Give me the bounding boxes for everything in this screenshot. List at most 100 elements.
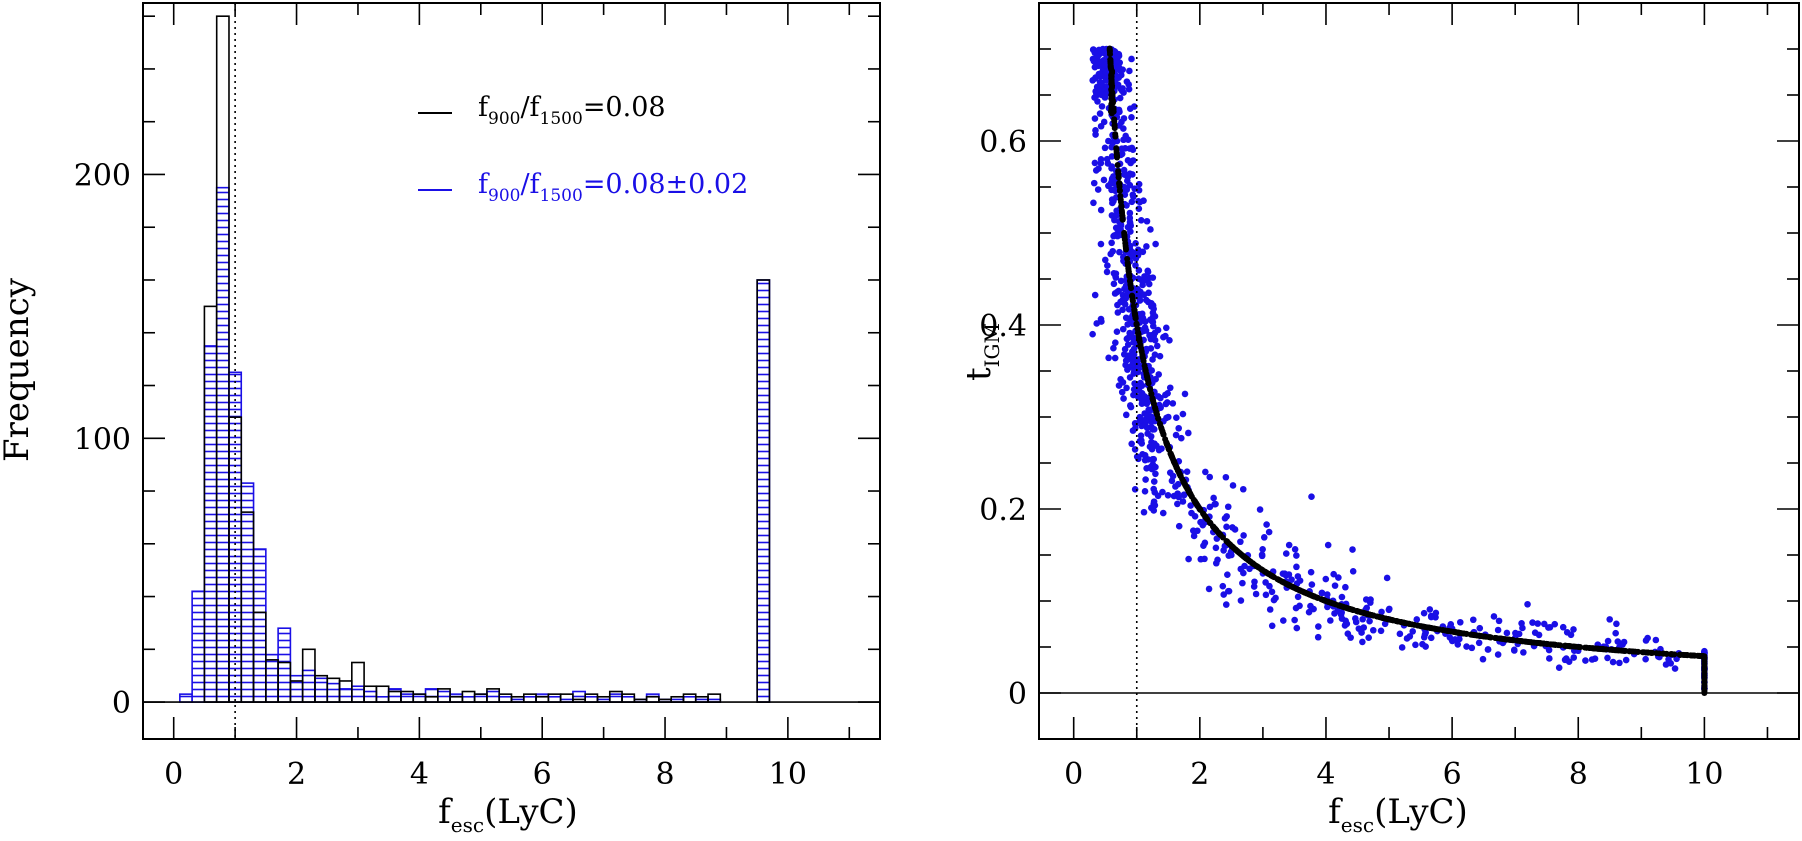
curve-point [1398, 619, 1405, 626]
scatter-point [1206, 503, 1214, 511]
scatter-point [1318, 589, 1326, 597]
scatter-point [1135, 180, 1143, 188]
curve-point [1169, 454, 1176, 461]
scatter-point [1108, 239, 1115, 247]
scatter-point [1323, 591, 1331, 598]
scatter-point [1141, 456, 1149, 464]
scatter-point [1268, 622, 1276, 630]
scatter-black-curve [1106, 45, 1708, 696]
curve-point [1139, 353, 1146, 360]
scatter-point [1093, 320, 1101, 327]
scatter-point [1114, 225, 1122, 233]
scatter-point [1124, 157, 1132, 164]
curve-point [1301, 589, 1308, 596]
scatter-ytick-label: 0.6 [979, 125, 1027, 160]
histogram-blue-bar [645, 693, 660, 703]
histogram-blue-bar [265, 653, 279, 703]
scatter-point [1115, 106, 1123, 114]
scatter-point [1136, 413, 1144, 421]
curve-point [1148, 390, 1155, 397]
scatter-point [1097, 122, 1105, 130]
scatter-point [1103, 155, 1111, 163]
scatter-point [1162, 324, 1170, 332]
scatter-point [1128, 440, 1135, 448]
curve-point [1115, 170, 1122, 177]
scatter-point [1183, 468, 1191, 475]
scatter-point [1614, 638, 1622, 645]
scatter-point [1101, 144, 1109, 152]
curve-point [1249, 560, 1256, 567]
scatter-point [1117, 71, 1125, 79]
scatter-point [1150, 305, 1157, 313]
scatter-point [1620, 638, 1628, 646]
scatter-point [1140, 291, 1148, 298]
scatter-point [1197, 555, 1205, 563]
scatter-point [1185, 555, 1192, 563]
scatter-xtick-label: 8 [1569, 757, 1588, 792]
scatter-point [1413, 616, 1421, 623]
scatter-point [1293, 563, 1300, 571]
scatter-point [1156, 352, 1164, 360]
scatter-point [1338, 609, 1345, 616]
scatter-point [1172, 431, 1180, 439]
scatter-point [1359, 615, 1366, 623]
scatter-point [1150, 332, 1158, 340]
curve-point [1336, 602, 1343, 609]
scatter-point [1268, 588, 1276, 596]
curve-point [1626, 648, 1633, 655]
scatter-ytick-label: 0.4 [979, 309, 1027, 344]
scatter-point [1494, 651, 1502, 658]
curve-point [1126, 271, 1133, 278]
curve-point [1292, 585, 1299, 592]
scatter-point [1188, 509, 1195, 517]
scatter-point [1212, 500, 1219, 508]
scatter-point [1091, 115, 1099, 122]
scatter-point [1144, 267, 1152, 275]
scatter-point [1342, 617, 1349, 625]
scatter-point [1511, 647, 1518, 654]
scatter-point [1519, 624, 1526, 632]
curve-point [1150, 400, 1157, 407]
scatter-point [1292, 604, 1300, 612]
scatter-point [1138, 310, 1146, 318]
scatter-point [1124, 352, 1132, 359]
scatter-point [1386, 605, 1393, 613]
scatter-point [1097, 240, 1105, 248]
scatter-point [1223, 523, 1230, 531]
scatter-point [1228, 551, 1235, 559]
curve-point [1639, 649, 1646, 656]
curve-point [1129, 295, 1136, 302]
histogram-ytick-label: 0 [112, 686, 131, 721]
scatter-point [1142, 476, 1149, 483]
scatter-point [1421, 631, 1429, 638]
curve-point [1116, 181, 1123, 188]
histogram-blue-bar [301, 669, 316, 703]
scatter-point [1224, 571, 1231, 578]
scatter-point [1124, 341, 1132, 348]
scatter-point [1239, 579, 1246, 587]
scatter-point [1239, 485, 1247, 493]
histogram-legend: f900/f1500=0.08 f900/f1500=0.08±0.02 [418, 92, 748, 206]
scatter-point [1108, 153, 1116, 160]
curve-point [1583, 644, 1590, 651]
scatter-xtick-label: 10 [1685, 757, 1723, 792]
curve-point [1165, 445, 1172, 452]
scatter-point [1119, 306, 1126, 314]
legend-blue-label: f900/f1500=0.08±0.02 [478, 169, 748, 206]
scatter-point [1152, 463, 1159, 471]
scatter-point [1149, 318, 1157, 326]
curve-point [1180, 479, 1187, 486]
scatter-point [1137, 216, 1145, 224]
scatter-point [1534, 620, 1542, 627]
curve-point [1224, 539, 1231, 546]
scatter-point [1546, 655, 1553, 662]
scatter-point [1089, 77, 1096, 84]
scatter-point [1181, 390, 1189, 398]
scatter-point [1128, 55, 1135, 63]
scatter-point [1175, 424, 1183, 432]
histogram-ytick-label: 100 [74, 422, 131, 457]
scatter-point [1565, 658, 1573, 665]
scatter-point [1294, 573, 1302, 580]
scatter-point [1604, 637, 1612, 645]
histogram-blue-bar [338, 688, 353, 703]
